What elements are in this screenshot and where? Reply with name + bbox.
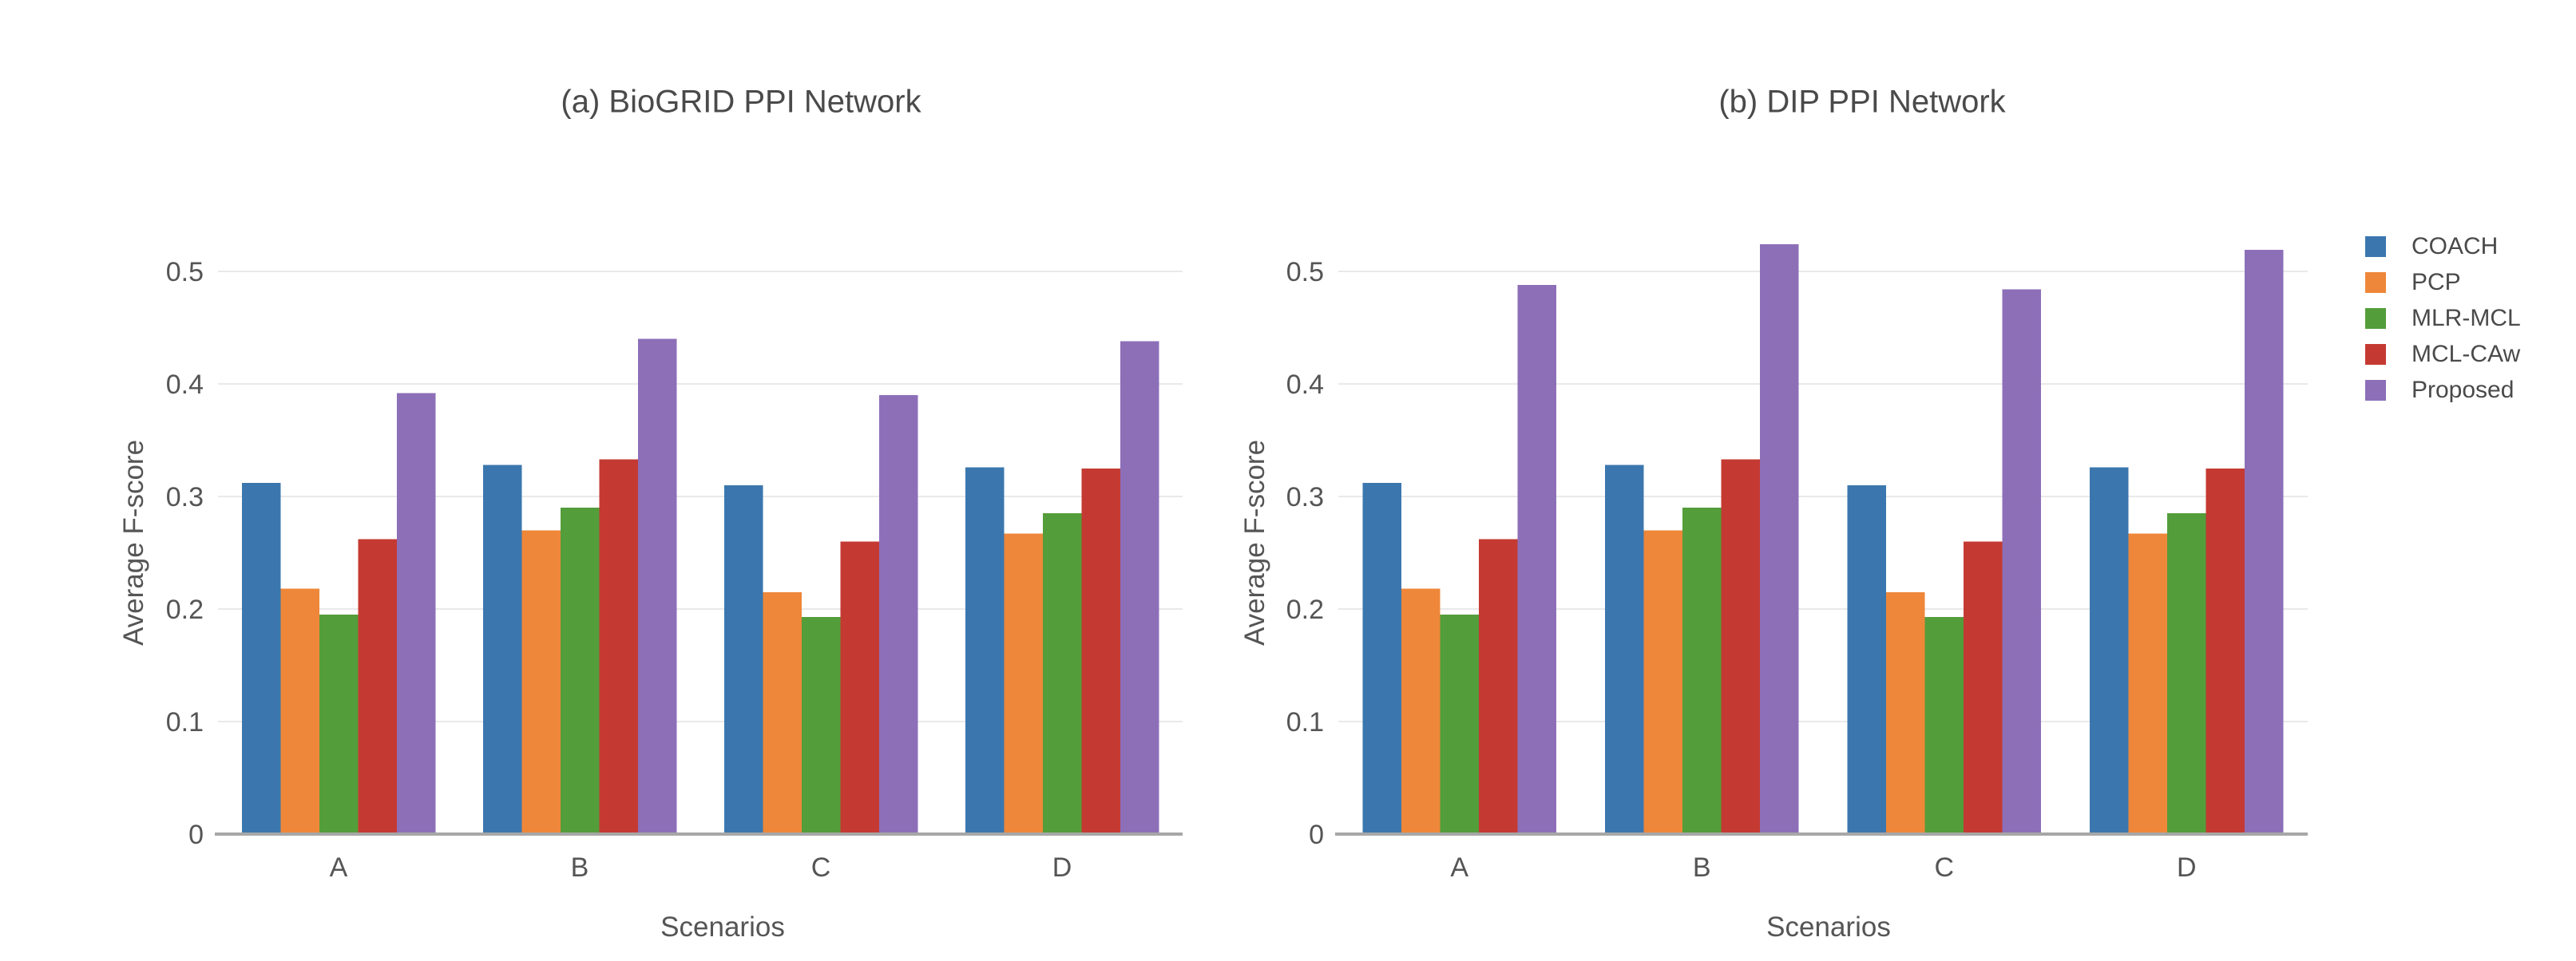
chart-a-x-tick-D: D (1052, 852, 1072, 883)
bar-MCL-CAw-C (1964, 541, 2003, 834)
bar-Proposed-C (878, 395, 918, 835)
chart-a-y-tick-0.5: 0.5 (166, 257, 204, 287)
bar-COACH-D (965, 467, 1005, 834)
chart-b-y-tick-0.3: 0.3 (1286, 482, 1324, 512)
bar-MLR-MCL-A (1440, 615, 1479, 834)
bar-COACH-D (2090, 467, 2129, 834)
chart-a-y-tick-0.3: 0.3 (166, 482, 204, 512)
chart-a-x-tick-B: B (571, 852, 589, 883)
chart-a-y-tick-0.2: 0.2 (166, 595, 204, 625)
bar-MLR-MCL-D (1042, 513, 1082, 834)
chart-a-x-tick-A: A (330, 852, 348, 883)
bar-COACH-A (1362, 483, 1401, 834)
bar-PCP-C (763, 591, 802, 834)
legend-item-PCP[interactable]: PCP (2365, 269, 2521, 295)
chart-b-y-tick-0.4: 0.4 (1286, 370, 1324, 400)
bar-MCL-CAw-A (358, 539, 397, 834)
chart-a-y-tick-0.1: 0.1 (166, 707, 204, 738)
legend-swatch-MLR-MCL (2365, 308, 2386, 329)
bar-PCP-B (521, 530, 561, 834)
legend-label: PCP (2412, 269, 2461, 295)
chart-a-y-axis-title: Average F-score (118, 439, 149, 647)
chart-b-x-axis-title: Scenarios (1766, 912, 1891, 943)
legend-swatch-PCP (2365, 272, 2386, 293)
legend-item-MLR-MCL[interactable]: MLR-MCL (2365, 305, 2521, 331)
bar-MLR-MCL-C (1924, 616, 1964, 834)
chart-a-title: (a) BioGRID PPI Network (561, 84, 921, 120)
bar-COACH-C (723, 484, 763, 834)
bar-PCP-B (1643, 530, 1682, 834)
bar-PCP-A (280, 588, 319, 834)
chart-a-x-tick-C: C (811, 852, 831, 883)
legend: COACH PCP MLR-MCL MCL-CAw Proposed (2365, 233, 2521, 403)
legend-label: MCL-CAw (2412, 341, 2521, 367)
legend-label: MLR-MCL (2412, 305, 2521, 331)
bar-Proposed-B (637, 338, 677, 835)
chart-b-y-tick-0: 0 (1309, 820, 1324, 850)
bar-MLR-MCL-B (560, 508, 600, 834)
bar-MCL-CAw-A (1479, 539, 1518, 834)
legend-item-MCL-CAw[interactable]: MCL-CAw (2365, 341, 2521, 367)
legend-item-COACH[interactable]: COACH (2365, 233, 2521, 259)
bar-COACH-C (1847, 484, 1886, 834)
bar-MLR-MCL-B (1682, 508, 1722, 834)
chart-b-plot: 0 0.1 0.2 0.3 0.4 0.5 A B C D (1286, 244, 2308, 883)
bar-COACH-A (241, 483, 281, 834)
bar-MCL-CAw-C (840, 541, 879, 834)
bar-Proposed-C (2002, 289, 2041, 834)
legend-swatch-Proposed (2365, 380, 2386, 401)
legend-swatch-MCL-CAw (2365, 344, 2386, 365)
bar-COACH-B (482, 465, 522, 834)
bar-MLR-MCL-A (319, 615, 359, 834)
chart-b-y-tick-0.2: 0.2 (1286, 595, 1324, 625)
legend-item-Proposed[interactable]: Proposed (2365, 377, 2521, 403)
bar-Proposed-B (1760, 244, 1799, 834)
chart-b-x-tick-C: C (1934, 852, 1954, 883)
chart-b-y-tick-0.5: 0.5 (1286, 257, 1324, 287)
bar-Proposed-D (1120, 341, 1159, 834)
bar-Proposed-A (396, 393, 436, 834)
bar-Proposed-D (2245, 250, 2284, 835)
bar-PCP-D (2128, 533, 2167, 834)
chart-b-y-tick-0.1: 0.1 (1286, 707, 1324, 738)
chart-b-x-tick-D: D (2177, 852, 2197, 883)
bar-MCL-CAw-D (2205, 468, 2245, 834)
bar-MLR-MCL-C (801, 616, 841, 834)
bar-PCP-A (1401, 588, 1441, 834)
chart-a-y-tick-0.4: 0.4 (166, 370, 204, 400)
chart-b-x-tick-B: B (1693, 852, 1711, 883)
bar-COACH-B (1605, 465, 1644, 834)
bar-Proposed-A (1517, 284, 1556, 834)
chart-a-y-tick-0: 0 (188, 820, 204, 850)
chart-a-x-axis-title: Scenarios (660, 912, 785, 943)
bar-MCL-CAw-B (599, 459, 638, 834)
bar-PCP-D (1004, 533, 1043, 834)
bar-MCL-CAw-D (1081, 468, 1120, 834)
bar-MCL-CAw-B (1721, 459, 1760, 834)
legend-label: Proposed (2412, 377, 2515, 403)
bar-MLR-MCL-D (2167, 513, 2206, 834)
bar-PCP-C (1886, 591, 1925, 834)
legend-swatch-COACH (2365, 236, 2386, 257)
chart-a-plot: 0 0.1 0.2 0.3 0.4 0.5 A B C D (166, 257, 1183, 883)
chart-b-title: (b) DIP PPI Network (1718, 84, 2006, 120)
chart-b-y-axis-title: Average F-score (1239, 439, 1270, 647)
legend-label: COACH (2412, 233, 2499, 259)
chart-b-x-tick-A: A (1450, 852, 1468, 883)
